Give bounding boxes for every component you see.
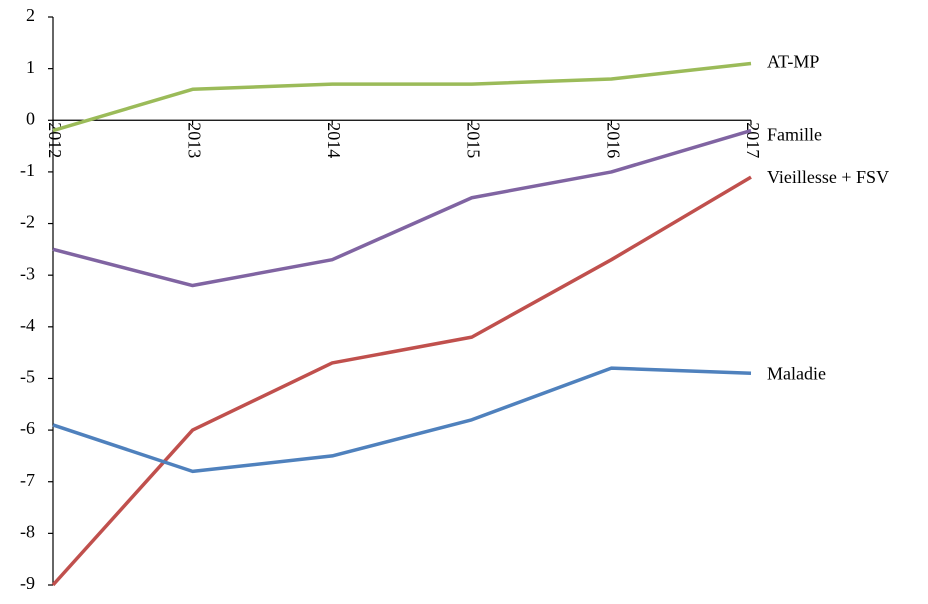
x-tick-label: 2014: [324, 122, 344, 158]
y-tick-label: -4: [20, 315, 35, 335]
x-tick-label: 2016: [603, 122, 623, 158]
series-label: Vieillesse + FSV: [767, 167, 889, 187]
y-tick-label: -3: [20, 263, 35, 283]
y-tick-label: -8: [20, 521, 35, 541]
series-line: [51, 175, 752, 587]
series-label: AT-MP: [767, 52, 819, 72]
y-tick-label: -7: [20, 470, 35, 490]
y-tick-label: -1: [20, 160, 35, 180]
series-label: Famille: [767, 125, 822, 145]
y-tick-label: -5: [20, 367, 35, 387]
y-tick-label: 1: [26, 57, 35, 77]
series-label: Maladie: [767, 363, 826, 383]
y-tick-label: -6: [20, 418, 35, 438]
x-tick-label: 2017: [743, 122, 763, 158]
y-tick-label: -9: [20, 573, 35, 593]
y-tick-label: -2: [20, 212, 35, 232]
x-tick-label: 2013: [184, 122, 204, 158]
x-tick-label: 2015: [464, 122, 484, 158]
y-tick-label: 0: [26, 108, 35, 128]
x-tick-label: 2012: [45, 122, 65, 158]
y-tick-label: 2: [26, 5, 35, 25]
series-line: [52, 61, 752, 133]
series-line: [52, 128, 752, 288]
series-line: [52, 366, 752, 474]
